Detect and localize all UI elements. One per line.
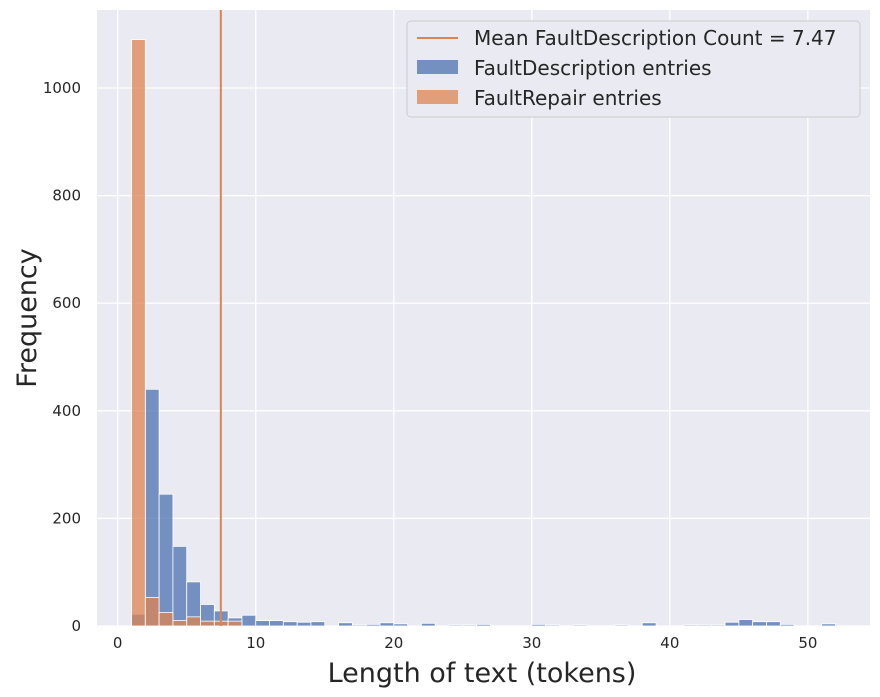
legend-mean-line-label: Mean FaultDescription Count = 7.47	[474, 26, 837, 50]
y-tick-label: 800	[52, 187, 81, 205]
legend-fault-description-label: FaultDescription entries	[474, 56, 712, 80]
x-tick-label: 10	[246, 634, 265, 652]
legend-box	[406, 20, 861, 118]
histogram-bar	[379, 622, 395, 627]
histogram-bar	[821, 623, 836, 627]
histogram-bar	[282, 621, 298, 627]
histogram-bar	[200, 620, 215, 627]
x-tick-label: 30	[522, 634, 541, 652]
histogram-bar	[531, 623, 547, 627]
histogram-bar	[186, 616, 201, 627]
histogram-bar	[641, 622, 657, 627]
fault-repair-bars	[131, 39, 243, 627]
histogram-bar	[131, 39, 146, 627]
histogram-bar	[296, 621, 312, 627]
histogram-bar	[172, 545, 188, 627]
histogram-bar	[724, 621, 740, 627]
x-tick-label: 0	[113, 634, 123, 652]
histogram-bar	[683, 624, 698, 627]
histogram-bar	[752, 621, 767, 627]
histogram-bar	[779, 623, 795, 627]
histogram-bar	[227, 620, 243, 627]
x-tick-labels: 0 10 20 30 40 50	[113, 634, 817, 652]
x-tick-label: 20	[384, 634, 403, 652]
histogram-bar	[476, 623, 491, 627]
histogram-bar	[545, 624, 560, 627]
histogram-bar	[351, 624, 367, 627]
legend-fault-repair-swatch	[417, 90, 458, 104]
legend: Mean FaultDescription Count = 7.47 Fault…	[406, 20, 861, 118]
histogram-bar	[255, 620, 270, 627]
histogram-bar	[738, 619, 754, 627]
histogram-bar	[172, 620, 188, 627]
histogram-bar	[241, 614, 257, 627]
histogram-bar	[338, 622, 353, 627]
histogram-bar	[144, 597, 160, 627]
histogram-bar	[766, 621, 781, 627]
histogram-bar	[269, 620, 284, 627]
y-tick-label: 1000	[43, 79, 81, 97]
histogram-bar	[310, 621, 326, 627]
histogram-bar	[614, 624, 629, 627]
histogram-bar	[697, 624, 712, 627]
y-tick-label: 600	[52, 294, 81, 312]
histogram-bar	[365, 623, 381, 627]
histogram-bar	[393, 623, 408, 627]
x-axis-label: Length of text (tokens)	[328, 658, 637, 689]
histogram-bar	[462, 624, 477, 627]
legend-fault-repair-label: FaultRepair entries	[474, 86, 662, 110]
histogram-bar	[572, 624, 588, 627]
legend-fault-description-swatch	[417, 60, 458, 74]
histogram-bar	[158, 493, 174, 627]
y-tick-label: 200	[52, 509, 81, 527]
y-tick-label: 400	[52, 402, 81, 420]
histogram-bar	[448, 624, 464, 627]
x-tick-label: 50	[798, 634, 817, 652]
y-tick-label: 0	[71, 617, 81, 635]
y-tick-labels: 0 200 400 600 800 1000	[43, 79, 81, 635]
y-axis-label: Frequency	[12, 248, 43, 388]
grid-lines	[97, 10, 870, 627]
histogram-bar	[710, 624, 726, 627]
histogram-bar	[158, 612, 174, 627]
histogram-bar	[144, 388, 160, 627]
histogram-bar	[420, 622, 436, 627]
fault-description-bars	[131, 388, 836, 627]
x-tick-label: 40	[660, 634, 679, 652]
